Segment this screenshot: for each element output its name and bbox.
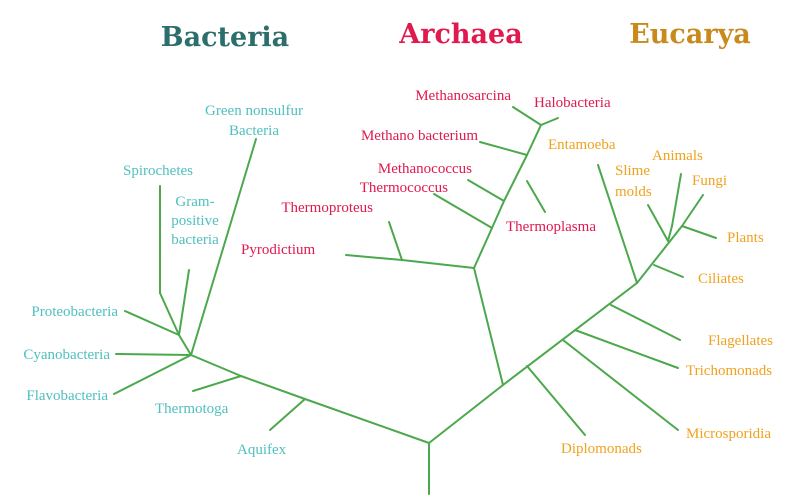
bacteria-main-branch bbox=[304, 398, 430, 444]
tree-branches bbox=[113, 106, 717, 495]
label-cyanobacteria: Cyanobacteria bbox=[23, 347, 110, 363]
label-flagellates: Flagellates bbox=[708, 333, 773, 349]
domain-title-eucarya: Eucarya bbox=[629, 19, 751, 50]
label-methanobacterium: Methano bacterium bbox=[361, 128, 478, 144]
bacteria-labels: Green nonsulfur Bacteria Spirochetes Gra… bbox=[23, 103, 303, 458]
thermoplasma-branch bbox=[526, 180, 546, 213]
label-spirochetes: Spirochetes bbox=[123, 163, 193, 179]
label-trichomonads: Trichomonads bbox=[686, 363, 772, 379]
label-slime-molds-line2: molds bbox=[615, 184, 652, 200]
bacteria-inner-branch bbox=[159, 292, 180, 336]
archaea-stem-branch bbox=[473, 267, 504, 386]
label-gram-positive-line1: Gram- bbox=[175, 194, 214, 210]
label-flavobacteria: Flavobacteria bbox=[26, 388, 108, 404]
bacteria-main-branch bbox=[190, 354, 242, 377]
plants-branch bbox=[681, 225, 717, 239]
thermotoga-branch bbox=[192, 375, 242, 392]
flagellates-branch bbox=[610, 304, 681, 341]
label-ciliates: Ciliates bbox=[698, 271, 744, 287]
label-animals: Animals bbox=[652, 148, 703, 164]
thermoproteus-branch bbox=[388, 221, 403, 261]
entamoeba-branch bbox=[597, 164, 638, 284]
gram-positive-branch bbox=[178, 269, 190, 336]
archaea-main-branch bbox=[401, 259, 475, 269]
domain-title-bacteria: Bacteria bbox=[161, 22, 289, 53]
microsporidia-branch bbox=[562, 339, 679, 431]
animals-branch bbox=[667, 225, 673, 242]
label-green-nonsulfur-line1: Green nonsulfur bbox=[205, 103, 303, 119]
domain-title-archaea: Archaea bbox=[398, 19, 522, 50]
methanococcus-branch bbox=[467, 179, 505, 202]
archaea-upper-branch bbox=[491, 200, 505, 229]
proteobacteria-branch bbox=[124, 310, 180, 336]
eucarya-main-branch bbox=[502, 282, 638, 386]
label-thermoplasma: Thermoplasma bbox=[506, 219, 596, 235]
label-plants: Plants bbox=[727, 230, 764, 246]
eucarya-labels: Entamoeba Slime molds Animals Fungi Plan… bbox=[548, 137, 773, 457]
label-aquifex: Aquifex bbox=[237, 442, 287, 458]
label-pyrodictium: Pyrodictium bbox=[241, 242, 315, 258]
label-gram-positive-line2: positive bbox=[171, 213, 219, 229]
label-halobacteria: Halobacteria bbox=[534, 95, 611, 111]
slime-molds-branch bbox=[647, 204, 669, 242]
label-slime-molds-line1: Slime bbox=[615, 163, 650, 179]
methanobacterium-branch bbox=[479, 141, 528, 156]
flavobacteria-branch bbox=[113, 354, 192, 395]
label-entamoeba: Entamoeba bbox=[548, 137, 616, 153]
label-green-nonsulfur-line2: Bacteria bbox=[229, 123, 279, 139]
methanosarcina-branch bbox=[512, 106, 542, 126]
label-thermoproteus: Thermoproteus bbox=[281, 200, 373, 216]
label-methanococcus: Methanococcus bbox=[378, 161, 472, 177]
archaea-upper-branch bbox=[526, 124, 542, 156]
halobacteria-branch bbox=[540, 117, 559, 126]
bacteria-main-branch bbox=[240, 375, 306, 400]
archaea-labels: Methanosarcina Halobacteria Methano bact… bbox=[241, 88, 611, 258]
archaea-upper-branch bbox=[503, 154, 528, 202]
ciliates-branch bbox=[653, 264, 684, 278]
eucarya-upper-branch bbox=[636, 225, 683, 284]
diplomonads-branch bbox=[526, 365, 586, 436]
archaea-upper-branch bbox=[473, 227, 493, 269]
label-thermotoga: Thermotoga bbox=[155, 401, 229, 417]
label-fungi: Fungi bbox=[692, 173, 727, 189]
animals-branch bbox=[671, 173, 682, 227]
trunk-branch bbox=[428, 384, 504, 444]
trichomonads-branch bbox=[574, 329, 679, 369]
label-proteobacteria: Proteobacteria bbox=[31, 304, 118, 320]
label-methanosarcina: Methanosarcina bbox=[415, 88, 511, 104]
green-nonsulfur-branch bbox=[190, 138, 257, 356]
thermococcus-branch bbox=[433, 193, 493, 229]
label-gram-positive-line3: bacteria bbox=[171, 232, 219, 248]
cyanobacteria-branch bbox=[115, 353, 192, 356]
label-diplomonads: Diplomonads bbox=[561, 441, 642, 457]
bacteria-inner-branch bbox=[178, 334, 192, 356]
fungi-branch bbox=[681, 194, 704, 227]
pyrodictium-branch bbox=[345, 254, 403, 261]
label-microsporidia: Microsporidia bbox=[686, 426, 771, 442]
label-thermococcus: Thermococcus bbox=[360, 180, 448, 196]
aquifex-branch bbox=[269, 398, 306, 431]
